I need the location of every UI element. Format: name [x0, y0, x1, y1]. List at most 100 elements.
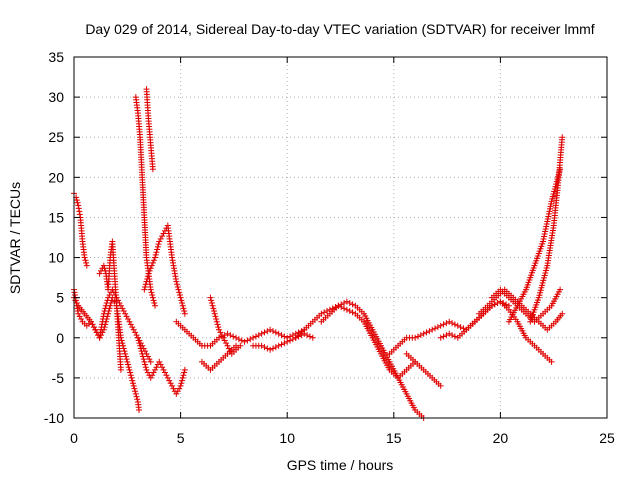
- data-point: [109, 286, 116, 293]
- data-point: [149, 259, 156, 266]
- data-point: [130, 382, 137, 389]
- data-point: [440, 321, 447, 328]
- data-point: [224, 342, 231, 349]
- data-point: [75, 202, 82, 209]
- y-axis-label: SDTVAR / TECUs: [7, 182, 23, 294]
- data-point: [126, 318, 133, 325]
- data-point: [264, 328, 271, 335]
- data-point: [547, 203, 554, 210]
- data-point: [76, 208, 83, 215]
- data-point: [152, 251, 159, 258]
- series-arc-16: [403, 350, 444, 389]
- data-point: [500, 300, 507, 307]
- data-point: [434, 324, 441, 331]
- data-point: [349, 301, 356, 308]
- series-arc-14: [318, 298, 427, 421]
- data-point: [269, 345, 276, 352]
- data-point: [146, 267, 153, 274]
- data-point: [225, 345, 232, 352]
- data-point: [153, 364, 160, 371]
- data-point: [161, 369, 168, 376]
- data-point: [142, 283, 149, 290]
- x-tick-label: 25: [599, 430, 615, 446]
- data-point: [298, 332, 305, 339]
- data-point: [179, 300, 186, 307]
- data-point: [181, 310, 188, 317]
- data-point: [146, 356, 153, 363]
- data-point: [177, 294, 184, 301]
- series-arc-6: [143, 86, 156, 173]
- data-point: [153, 249, 160, 256]
- data-point: [545, 210, 552, 217]
- y-tick-label: 20: [48, 169, 64, 185]
- series-arc-10: [207, 294, 244, 357]
- data-point: [176, 291, 183, 298]
- data-point: [284, 338, 291, 345]
- series-arc-4: [71, 286, 154, 365]
- data-point: [233, 342, 240, 349]
- data-point: [154, 243, 161, 250]
- data-point: [180, 305, 187, 312]
- data-point: [147, 286, 154, 293]
- data-point: [100, 310, 107, 317]
- chart-title: Day 029 of 2014, Sidereal Day-to-day VTE…: [85, 21, 594, 37]
- data-point: [144, 369, 151, 376]
- data-point: [179, 377, 186, 384]
- data-point: [281, 333, 288, 340]
- y-tick-label: 5: [56, 290, 64, 306]
- data-point: [122, 310, 129, 317]
- data-point: [221, 337, 228, 344]
- data-point: [115, 297, 122, 304]
- data-point: [215, 324, 222, 331]
- data-point: [126, 366, 133, 373]
- data-point: [454, 322, 461, 329]
- data-point: [117, 302, 124, 309]
- data-point: [179, 374, 186, 381]
- data-point: [546, 205, 553, 212]
- data-point: [233, 334, 240, 341]
- data-point: [174, 281, 181, 288]
- data-point: [227, 332, 234, 339]
- data-point: [250, 334, 257, 341]
- data-point: [213, 318, 220, 325]
- data-point: [82, 257, 89, 264]
- data-point: [144, 275, 151, 282]
- data-point: [117, 366, 124, 373]
- data-point: [176, 289, 183, 296]
- data-point: [166, 377, 173, 384]
- data-point: [208, 297, 215, 304]
- data-point: [329, 305, 336, 312]
- data-point: [150, 369, 157, 376]
- data-point: [154, 246, 161, 253]
- x-axis-label: GPS time / hours: [287, 457, 394, 473]
- data-point: [544, 215, 551, 222]
- data-point: [156, 358, 163, 365]
- data-point: [212, 313, 219, 320]
- data-point: [163, 372, 170, 379]
- data-point: [88, 318, 95, 325]
- data-point: [258, 330, 265, 337]
- data-point: [412, 334, 419, 341]
- y-tick-label: -10: [44, 410, 64, 426]
- data-point: [227, 348, 234, 355]
- data-point: [346, 300, 353, 307]
- data-point: [238, 337, 245, 344]
- data-point: [83, 259, 90, 266]
- data-point: [557, 286, 564, 293]
- data-point: [343, 306, 350, 313]
- series-arc-11: [198, 342, 240, 373]
- series-arc-17: [437, 298, 555, 365]
- data-point: [148, 289, 155, 296]
- data-point: [178, 297, 185, 304]
- data-point: [147, 265, 154, 272]
- data-point: [211, 310, 218, 317]
- data-point: [102, 305, 109, 312]
- data-point: [123, 313, 130, 320]
- y-tick-label: 10: [48, 250, 64, 266]
- data-point: [267, 326, 274, 333]
- data-point: [113, 294, 120, 301]
- data-point: [149, 166, 156, 173]
- data-point: [318, 310, 325, 317]
- data-point: [215, 326, 222, 333]
- data-points: [71, 86, 566, 421]
